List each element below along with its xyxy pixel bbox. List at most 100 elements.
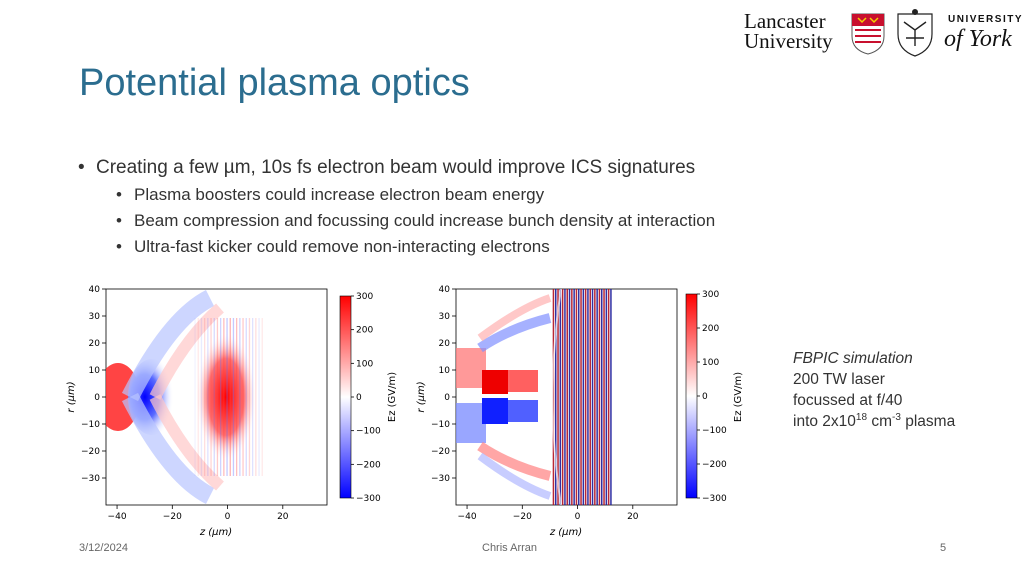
colorbar-label: Ez (GV/m) (733, 372, 744, 422)
lancaster-logo-line2: University (744, 29, 833, 53)
york-crest-icon (897, 9, 933, 57)
laser-fringe (568, 289, 571, 505)
colorbar-tick-label: 300 (356, 292, 373, 302)
colorbar-tick-label: −100 (702, 426, 727, 436)
y-tick-label: 10 (439, 366, 451, 376)
laser-fringe (596, 289, 598, 505)
y-tick-label: −30 (81, 474, 100, 484)
y-axis-label: r (µm) (416, 381, 427, 412)
laser-fringe (197, 318, 199, 476)
laser-fringe (220, 318, 222, 476)
bullet-dot-icon: • (116, 237, 122, 256)
laser-fringe (610, 289, 612, 505)
colorbar-tick-label: −100 (356, 427, 381, 437)
bullet-level2: • Ultra-fast kicker could remove non-inte… (116, 237, 550, 257)
field-pattern (456, 289, 612, 505)
york-logo-line1: UNIVERSITY (948, 14, 1024, 25)
bullet-level2: • Plasma boosters could increase electron… (116, 185, 544, 205)
footer-page-number: 5 (940, 542, 947, 554)
laser-fringe (573, 289, 575, 505)
footer-date: 3/12/2024 (79, 542, 128, 554)
sim-note-line4: into 2x1018 cm-3 plasma (793, 412, 955, 431)
colorbar-tick-label: −300 (356, 494, 381, 504)
x-axis-label: z (µm) (199, 527, 232, 538)
y-tick-label: −20 (431, 447, 450, 457)
laser-fringe (239, 318, 241, 476)
colorbar (685, 293, 698, 499)
colorbar-tick-label: 0 (702, 392, 708, 402)
y-tick-label: 20 (439, 339, 451, 349)
bullet-level1: • Creating a few µm, 10s fs electron beam… (78, 157, 695, 179)
colorbar-tick-label: 100 (356, 359, 373, 369)
laser-fringe (261, 318, 263, 476)
x-tick-label: −40 (458, 512, 477, 522)
colorbar-tick-label: −200 (702, 460, 727, 470)
laser-fringe (255, 318, 257, 476)
laser-fringe (559, 289, 562, 505)
bullet-text: Beam compression and focussing could inc… (134, 211, 716, 230)
x-tick-label: 0 (575, 512, 581, 522)
y-tick-label: 30 (439, 312, 451, 322)
x-tick-label: 20 (627, 512, 639, 522)
laser-fringe (204, 318, 206, 476)
laser-fringe (229, 318, 231, 476)
laser-fringe (598, 289, 601, 505)
sim-note-exp2: -3 (892, 412, 901, 423)
laser-fringe (213, 318, 215, 476)
york-logo-line2: of York (944, 26, 1012, 52)
colorbar-tick-label: 0 (356, 393, 362, 403)
lancaster-logo: Lancaster University (744, 10, 894, 58)
laser-fringe (589, 289, 591, 505)
y-tick-label: −10 (431, 420, 450, 430)
sim-note-line3: focussed at f/40 (793, 392, 903, 409)
laser-fringe (207, 318, 209, 476)
bullet-dot-icon: • (78, 157, 85, 178)
x-tick-label: −20 (513, 512, 532, 522)
colorbar-tick-label: 200 (702, 324, 719, 334)
laser-fringe (245, 318, 247, 476)
laser-fringe (557, 289, 559, 505)
lancaster-logo-line1: Lancaster (744, 9, 826, 33)
y-tick-label: −10 (81, 420, 100, 430)
y-tick-label: −20 (81, 447, 100, 457)
x-tick-label: −40 (108, 512, 127, 522)
y-axis-label: r (µm) (66, 381, 77, 412)
york-logo: UNIVERSITY of York (894, 8, 1022, 58)
laser-fringe (584, 289, 587, 505)
laser-stripes (194, 318, 263, 476)
laser-fringe (591, 289, 594, 505)
colorbar-label: Ez (GV/m) (387, 372, 398, 422)
laser-fringe (561, 289, 564, 505)
colorbar-tick-label: −200 (356, 460, 381, 470)
sim-note-line2: 200 TW laser (793, 371, 885, 388)
laser-fringe (226, 318, 228, 476)
laser-fringe (242, 318, 244, 476)
colorbar (339, 295, 352, 499)
y-tick-label: 20 (89, 339, 101, 349)
laser-fringe (605, 289, 608, 505)
slide-title: Potential plasma optics (79, 62, 470, 104)
laser-fringe (194, 318, 196, 476)
y-tick-label: 40 (89, 285, 101, 295)
laser-fringe (587, 289, 589, 505)
laser-fringe (210, 318, 212, 476)
laser-fringe (223, 318, 225, 476)
y-tick-label: 0 (444, 393, 450, 403)
laser-fringe (603, 289, 605, 505)
laser-fringe (566, 289, 568, 505)
laser-fringe (600, 289, 603, 505)
sim-note-mid: cm (867, 413, 893, 431)
laser-fringe (216, 318, 219, 476)
bullet-text: Creating a few µm, 10s fs electron beam … (96, 157, 696, 178)
laser-fringe (607, 289, 610, 505)
laser-fringe (200, 318, 203, 476)
field-pattern (106, 289, 263, 505)
bullet-dot-icon: • (116, 185, 122, 204)
sim-note-suffix: plasma (900, 413, 956, 431)
laser-fringe (571, 289, 573, 505)
bullet-text: Ultra-fast kicker could remove non-inter… (134, 237, 550, 256)
sim-note-exp: 18 (855, 412, 868, 423)
x-tick-label: −20 (163, 512, 182, 522)
bullet-text: Plasma boosters could increase electron … (134, 185, 545, 204)
